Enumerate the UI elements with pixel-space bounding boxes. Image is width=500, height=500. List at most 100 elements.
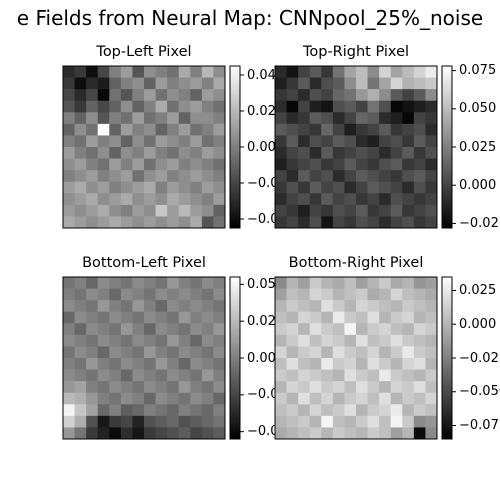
heatmap-cell <box>344 181 357 194</box>
heatmap-cell <box>390 311 403 324</box>
heatmap-cell <box>178 404 191 417</box>
heatmap-cell <box>402 66 415 78</box>
heatmap-cell <box>286 369 299 382</box>
heatmap-cell <box>190 392 203 405</box>
heatmap-cell <box>379 123 392 136</box>
heatmap-cell <box>190 112 203 125</box>
heatmap-cell <box>402 135 415 148</box>
heatmap-cell <box>298 358 311 370</box>
heatmap-cell <box>309 311 322 324</box>
heatmap-cell <box>402 204 415 217</box>
heatmap-cell <box>132 277 145 289</box>
heatmap-cell <box>286 346 299 359</box>
panel-title-2: Bottom-Left Pixel <box>82 255 206 271</box>
heatmap-cell <box>309 392 322 405</box>
heatmap-cell <box>275 112 287 125</box>
heatmap-cell <box>425 277 438 289</box>
heatmap-cell <box>155 358 168 370</box>
colorbar-3 <box>441 276 456 440</box>
heatmap-cell <box>321 300 334 313</box>
heatmap-cell <box>356 112 368 125</box>
heatmap-cell <box>344 346 357 359</box>
heatmap-cell <box>120 216 133 229</box>
heatmap-cell <box>201 181 214 194</box>
heatmap-cell <box>144 404 156 417</box>
heatmap-cell <box>413 323 426 336</box>
heatmap-cell <box>97 392 110 405</box>
heatmap-cell <box>97 427 110 440</box>
heatmap-cell <box>86 334 99 347</box>
heatmap-cell <box>379 334 392 347</box>
heatmap-cell <box>132 334 145 347</box>
heatmap-cell <box>356 193 368 206</box>
heatmap-cell <box>155 427 168 440</box>
heatmap-cell <box>390 323 403 336</box>
heatmap-frame <box>62 276 226 440</box>
heatmap-cell <box>286 158 299 171</box>
heatmap-cell <box>120 358 133 370</box>
heatmap-cell <box>97 216 110 229</box>
heatmap-cell <box>390 300 403 313</box>
heatmap-cell <box>367 323 380 336</box>
heatmap-cell <box>97 181 110 194</box>
heatmap-cell <box>74 346 87 359</box>
heatmap-cell <box>109 369 122 382</box>
heatmap-cell <box>413 369 426 382</box>
heatmap-cell <box>86 300 99 313</box>
heatmap-cell <box>97 381 110 394</box>
heatmap-cell <box>213 170 226 183</box>
heatmap-cell <box>356 89 368 102</box>
heatmap-cell <box>390 66 403 78</box>
heatmap-cell <box>309 204 322 217</box>
panel-title-0: Top-Left Pixel <box>96 44 192 60</box>
heatmap-cell <box>298 135 311 148</box>
heatmap-cell <box>201 100 214 113</box>
heatmap-cell <box>275 123 287 136</box>
heatmap-cell <box>275 147 287 159</box>
heatmap-cell <box>213 311 226 324</box>
heatmap-cell <box>178 123 191 136</box>
heatmap-cell <box>332 381 345 394</box>
heatmap-cell <box>86 135 99 148</box>
heatmap-cell <box>74 334 87 347</box>
heatmap-cell <box>201 369 214 382</box>
heatmap-cell <box>298 427 311 440</box>
heatmap-cell <box>74 158 87 171</box>
heatmap-cell <box>356 288 368 301</box>
heatmap-cell <box>97 300 110 313</box>
heatmap-cell <box>413 77 426 90</box>
heatmap-cell <box>144 415 156 428</box>
heatmap-cell <box>132 170 145 183</box>
heatmap-cell <box>367 288 380 301</box>
heatmap-cell <box>178 89 191 102</box>
heatmap-cell <box>201 288 214 301</box>
heatmap-cell <box>309 123 322 136</box>
heatmap-cell <box>63 288 75 301</box>
heatmap-cell <box>379 277 392 289</box>
heatmap-cell <box>390 181 403 194</box>
heatmap-cell <box>86 216 99 229</box>
heatmap-cell <box>120 66 133 78</box>
heatmap-cell <box>425 66 438 78</box>
heatmap-cell <box>201 404 214 417</box>
heatmap-cell <box>144 427 156 440</box>
heatmap-cell <box>344 100 357 113</box>
heatmap-cell <box>109 123 122 136</box>
heatmap-cell <box>201 300 214 313</box>
heatmap-cell <box>275 181 287 194</box>
heatmap-cell <box>178 147 191 159</box>
heatmap-cell <box>413 392 426 405</box>
heatmap-cell <box>63 427 75 440</box>
heatmap-cell <box>63 216 75 229</box>
heatmap-cell <box>213 77 226 90</box>
heatmap-cell <box>213 358 226 370</box>
heatmap-cell <box>275 135 287 148</box>
heatmap-cell <box>190 216 203 229</box>
heatmap-cell <box>332 100 345 113</box>
heatmap-cell <box>321 77 334 90</box>
heatmap-cell <box>321 346 334 359</box>
heatmap-cell <box>178 300 191 313</box>
heatmap-cell <box>413 170 426 183</box>
heatmap-cell <box>144 147 156 159</box>
heatmap-cell <box>332 112 345 125</box>
